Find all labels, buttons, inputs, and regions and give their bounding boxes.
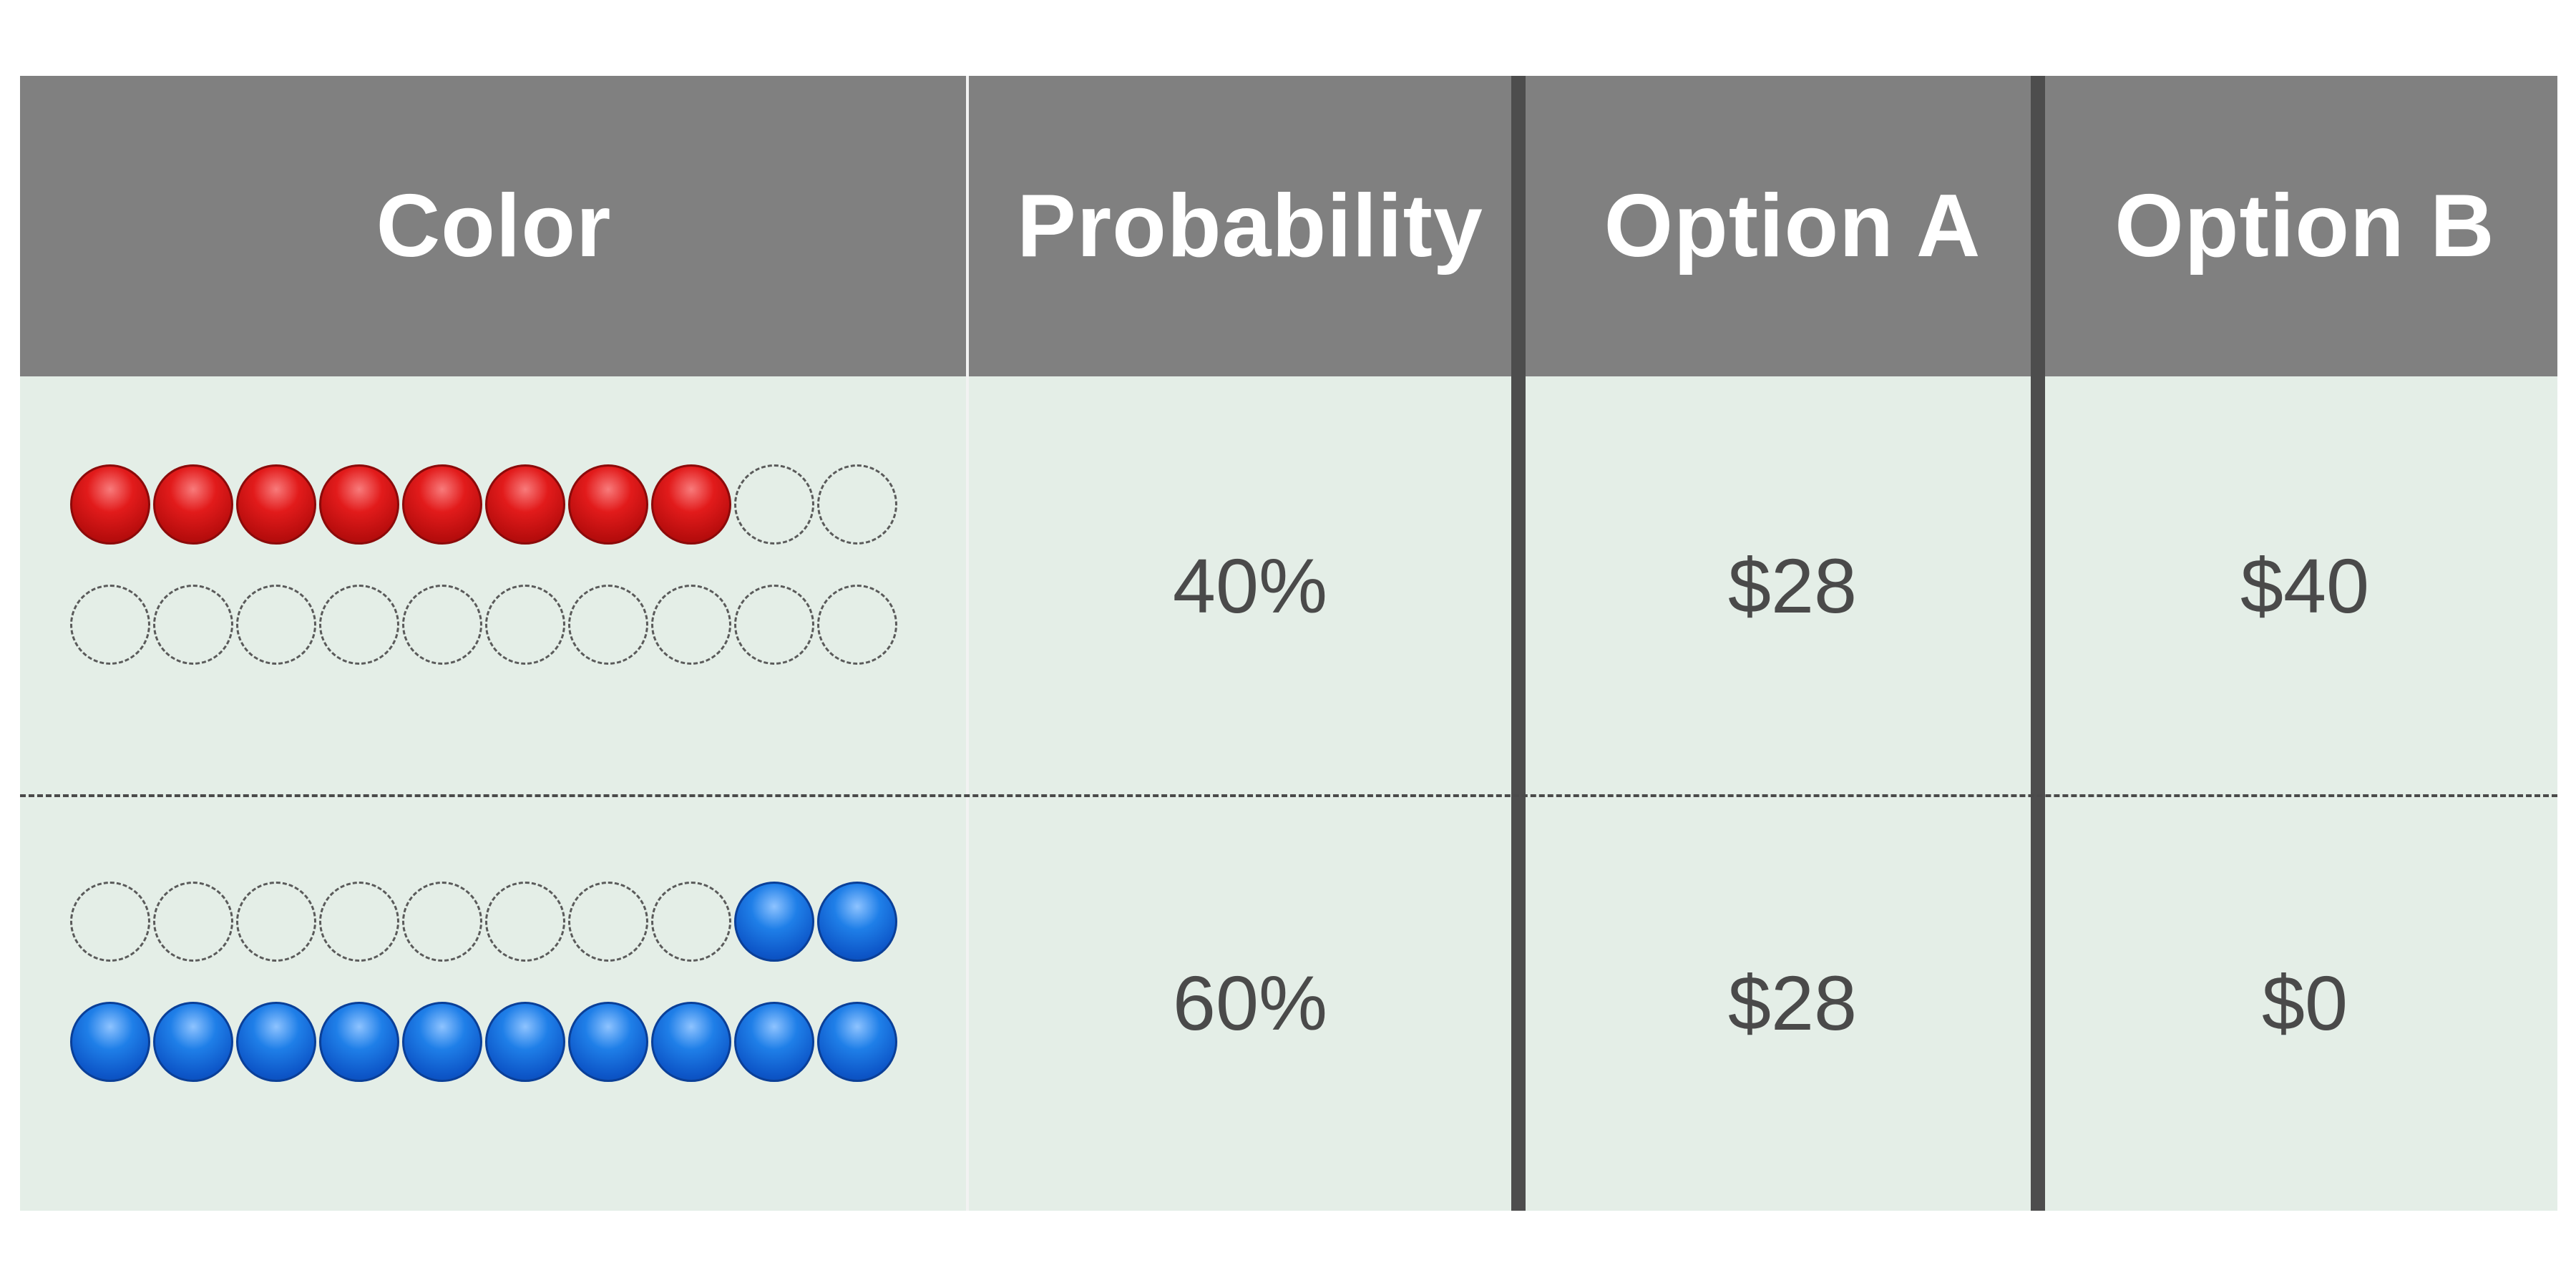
red-ball bbox=[236, 464, 316, 545]
red-ball bbox=[319, 464, 399, 545]
empty-ball-slot bbox=[568, 585, 648, 665]
empty-ball-slot bbox=[817, 585, 897, 665]
lottery-table: Color Probability Option A Option B 40% … bbox=[20, 76, 2557, 1211]
blue-ball bbox=[651, 1002, 731, 1082]
row1-probability: 40% bbox=[967, 376, 1533, 794]
empty-ball-slot bbox=[651, 882, 731, 962]
row1-ball-grid bbox=[20, 376, 969, 795]
header-probability: Probability bbox=[967, 76, 1533, 376]
blue-ball bbox=[734, 882, 814, 962]
row-separator-dashed bbox=[20, 794, 2557, 797]
row1-color-cell bbox=[20, 376, 967, 794]
row2-option-a: $28 bbox=[1533, 794, 2052, 1211]
empty-ball-slot bbox=[70, 585, 150, 665]
blue-ball bbox=[568, 1002, 648, 1082]
empty-ball-slot bbox=[236, 882, 316, 962]
red-ball bbox=[402, 464, 482, 545]
red-ball bbox=[153, 464, 233, 545]
empty-ball-slot bbox=[402, 882, 482, 962]
empty-ball-slot bbox=[734, 585, 814, 665]
empty-ball-slot bbox=[402, 585, 482, 665]
row2-option-b: $0 bbox=[2052, 794, 2557, 1211]
row2-color-cell bbox=[20, 794, 967, 1211]
empty-ball-slot bbox=[734, 464, 814, 545]
column-divider-thin bbox=[966, 76, 969, 1211]
blue-ball bbox=[817, 1002, 897, 1082]
red-ball bbox=[485, 464, 565, 545]
header-option-a: Option A bbox=[1533, 76, 2052, 376]
header-option-b: Option B bbox=[2052, 76, 2557, 376]
blue-ball bbox=[402, 1002, 482, 1082]
empty-ball-slot bbox=[319, 585, 399, 665]
empty-ball-slot bbox=[319, 882, 399, 962]
empty-ball-slot bbox=[651, 585, 731, 665]
empty-ball-slot bbox=[70, 882, 150, 962]
red-ball bbox=[651, 464, 731, 545]
empty-ball-slot bbox=[485, 585, 565, 665]
column-divider-option-a bbox=[1511, 76, 1526, 1211]
row1-option-a: $28 bbox=[1533, 376, 2052, 794]
empty-ball-slot bbox=[153, 882, 233, 962]
row2-ball-grid bbox=[20, 793, 969, 1212]
empty-ball-slot bbox=[568, 882, 648, 962]
blue-ball bbox=[485, 1002, 565, 1082]
blue-ball bbox=[70, 1002, 150, 1082]
row2-probability: 60% bbox=[967, 794, 1533, 1211]
empty-ball-slot bbox=[153, 585, 233, 665]
red-ball bbox=[70, 464, 150, 545]
blue-ball bbox=[734, 1002, 814, 1082]
column-divider-option-b bbox=[2031, 76, 2045, 1211]
blue-ball bbox=[319, 1002, 399, 1082]
blue-ball bbox=[236, 1002, 316, 1082]
header-color: Color bbox=[20, 76, 967, 376]
blue-ball bbox=[817, 882, 897, 962]
row1-option-b: $40 bbox=[2052, 376, 2557, 794]
blue-ball bbox=[153, 1002, 233, 1082]
red-ball bbox=[568, 464, 648, 545]
empty-ball-slot bbox=[817, 464, 897, 545]
empty-ball-slot bbox=[485, 882, 565, 962]
empty-ball-slot bbox=[236, 585, 316, 665]
